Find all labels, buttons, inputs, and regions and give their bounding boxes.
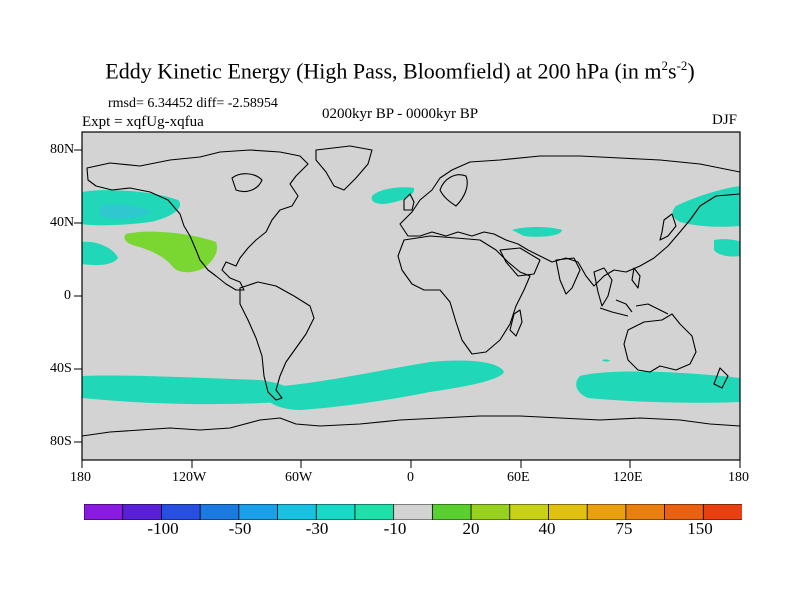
colorbar-swatch (548, 504, 589, 520)
anomaly-dateline-east (714, 239, 740, 257)
coast-north-america (86, 149, 309, 291)
colorbar-swatch (199, 504, 240, 520)
colorbar-label: -100 (147, 519, 179, 538)
colorbar-swatch (84, 504, 124, 520)
anomaly-australia-speck (602, 359, 610, 362)
colorbar-swatch (470, 504, 511, 520)
colorbar-swatch (238, 504, 279, 520)
colorbar-swatch (664, 504, 705, 520)
colorbar-label: 40 (538, 519, 556, 538)
colorbar (84, 504, 742, 520)
colorbar-label: 75 (615, 519, 633, 538)
colorbar-swatch (161, 504, 202, 520)
colorbar-label: -30 (305, 519, 329, 538)
map-ticks (74, 149, 741, 468)
lon-label: 0 (407, 470, 414, 485)
season-label: DJF (712, 112, 738, 128)
coast-scandinavia (439, 174, 468, 207)
coast-australia (623, 313, 697, 373)
colorbar-swatch (393, 504, 434, 520)
coast-greenland (315, 145, 373, 191)
coast-japan (659, 213, 677, 241)
lon-label: 60E (507, 470, 530, 485)
map-background (82, 132, 740, 460)
stats-text: rmsd= 6.34452 diff= -2.58954 (108, 96, 278, 111)
lon-label: 180 (728, 470, 749, 485)
colorbar-swatch (354, 504, 395, 520)
coast-arabia (499, 247, 541, 277)
coast-indonesia (599, 299, 669, 317)
period-label: 0200kyr BP - 0000kyr BP (322, 106, 479, 122)
lat-label: 40S (50, 361, 72, 376)
colorbar-label: 150 (687, 519, 713, 538)
title-sup-2: -2 (676, 58, 688, 73)
colorbar-swatch (315, 504, 356, 520)
coast-philippines (631, 267, 641, 289)
colorbar-swatch (702, 504, 742, 520)
title-text: Eddy Kinetic Energy (High Pass, Bloomfie… (105, 58, 662, 84)
lon-label: 180 (70, 470, 91, 485)
lat-label: 80N (50, 142, 75, 157)
coast-new-zealand (713, 367, 729, 389)
lat-label: 40N (50, 215, 75, 230)
coast-south-america (239, 281, 315, 401)
lon-label: 120W (172, 470, 207, 485)
anomaly-north-atlantic (371, 187, 415, 204)
anomaly-kuroshio (672, 186, 740, 227)
colorbar-swatch (431, 504, 472, 520)
colorbar-label: 20 (462, 519, 480, 538)
title-sup-1: 2 (661, 58, 669, 73)
anomaly-north-pacific-west-core (100, 204, 150, 219)
coastlines (82, 145, 740, 437)
colorbar-label: -50 (228, 519, 252, 538)
anomaly-north-pacific-east-teal (82, 241, 118, 266)
colorbar-swatch (586, 504, 627, 520)
experiment-label: Expt = xqfUg-xqfua (82, 114, 204, 130)
title-close: ) (687, 58, 695, 84)
coast-antarctica (82, 415, 740, 437)
colorbar-swatch (625, 504, 666, 520)
coast-uk (403, 193, 415, 211)
lon-label: 120E (613, 470, 643, 485)
coast-india (555, 257, 581, 295)
coast-madagascar (509, 309, 523, 337)
page-title: Eddy Kinetic Energy (High Pass, Bloomfie… (0, 58, 800, 84)
lat-label: 0 (64, 288, 71, 303)
colorbar-label: -10 (383, 519, 407, 538)
map-panel (82, 132, 740, 460)
coast-hudson-bay (231, 173, 263, 193)
coast-southeast-asia (593, 267, 613, 307)
colorbar-swatch (509, 504, 550, 520)
colorbar-swatch (277, 504, 318, 520)
anomaly-southern-ocean-pacific (82, 375, 294, 405)
coast-africa (397, 235, 531, 355)
anomaly-mediterranean (512, 227, 562, 237)
anomaly-southern-ocean-atlantic (260, 360, 504, 410)
colorbar-swatch (122, 504, 163, 520)
lon-label: 60W (285, 470, 313, 485)
anomaly-northeast-pacific-green (124, 231, 218, 273)
anomaly-southern-ocean-indian (576, 371, 740, 403)
lat-label: 80S (50, 434, 72, 449)
coast-eurasia (399, 155, 740, 287)
title-units-s: s (668, 58, 677, 84)
